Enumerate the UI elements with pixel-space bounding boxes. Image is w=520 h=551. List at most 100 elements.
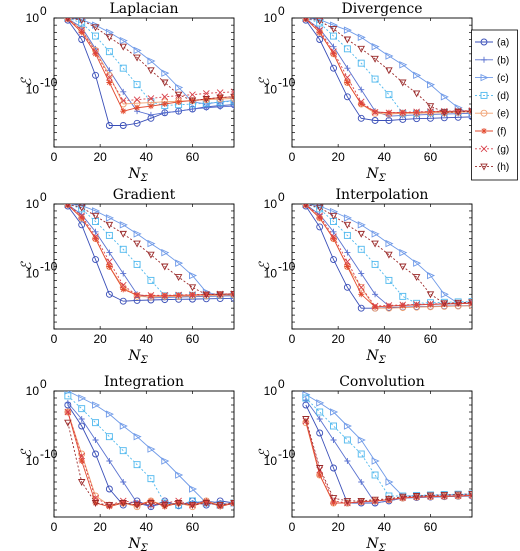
data-point [385, 52, 394, 60]
x-tick-label: 0 [289, 150, 296, 164]
x-tick-label: 20 [331, 520, 345, 534]
data-point [65, 18, 70, 22]
data-point [454, 108, 462, 116]
y-tick-exponent: 0 [40, 190, 47, 204]
data-point [106, 249, 113, 256]
data-point [440, 109, 449, 117]
data-point [161, 101, 168, 107]
data-point [440, 107, 448, 115]
data-point [161, 292, 169, 299]
data-point [134, 104, 141, 111]
data-point [77, 204, 86, 212]
data-point [106, 263, 113, 270]
data-point [92, 71, 99, 79]
data-point [119, 230, 127, 238]
data-point [343, 26, 352, 34]
series [64, 18, 234, 118]
data-point [78, 214, 85, 221]
data-point [372, 291, 379, 298]
data-point [344, 258, 351, 265]
data-point [316, 205, 324, 213]
x-tick-label: 60 [424, 150, 438, 164]
series [302, 391, 472, 500]
data-point [329, 25, 338, 33]
x-axis-label: NΣ [127, 348, 148, 366]
data-point [468, 108, 472, 116]
data-point [161, 502, 169, 510]
data-point [316, 223, 324, 231]
y-tick-exponent: -10 [40, 76, 58, 90]
data-point [174, 500, 183, 507]
series-line [67, 18, 234, 102]
data-point [385, 67, 393, 75]
data-point [330, 48, 337, 55]
x-axis-label-subscript: Σ [378, 355, 387, 366]
data-point [371, 496, 379, 504]
legend-marker [480, 145, 488, 153]
data-point [175, 259, 184, 267]
data-point [92, 500, 99, 506]
data-point [92, 450, 99, 458]
legend-marker [481, 56, 487, 63]
data-point [189, 271, 198, 280]
data-point [78, 212, 86, 220]
data-point [189, 291, 196, 298]
legend-label: (f) [497, 127, 506, 138]
data-point [64, 419, 72, 427]
y-tick-label: 10 [26, 454, 40, 468]
data-point [189, 485, 198, 493]
data-point [468, 302, 472, 310]
data-point [371, 240, 379, 248]
data-point [454, 299, 462, 307]
data-point [330, 408, 339, 416]
series-line [305, 19, 472, 121]
legend-item: (f) [475, 127, 506, 138]
data-point [330, 228, 337, 235]
data-point [344, 263, 351, 270]
series [64, 204, 234, 301]
y-tick-label: 10 [26, 197, 40, 211]
data-point [315, 465, 324, 472]
series [64, 401, 234, 511]
x-axis-label-main: N [365, 166, 379, 182]
plot-frame [291, 17, 473, 148]
data-point [133, 432, 142, 441]
data-point [92, 233, 99, 240]
data-point [302, 18, 310, 23]
series [64, 409, 234, 510]
y-tick-label: 10 [26, 266, 40, 280]
y-tick-label: 10 [26, 83, 40, 97]
data-point [302, 204, 310, 208]
data-point [399, 292, 407, 300]
data-point [316, 26, 324, 34]
y-tick-label: 10 [26, 11, 40, 25]
data-point [358, 291, 365, 298]
x-tick-label: 20 [93, 150, 107, 164]
x-tick-label: 0 [51, 520, 58, 534]
x-axis-label-main: N [127, 536, 141, 551]
y-tick-label: 10 [264, 83, 278, 97]
data-point [357, 436, 366, 444]
data-point [216, 291, 224, 299]
data-point [161, 503, 168, 510]
series [303, 204, 472, 308]
data-point [230, 291, 234, 298]
x-axis-label: NΣ [365, 536, 386, 551]
y-tick-label: 10 [264, 454, 278, 468]
data-point [133, 119, 141, 127]
data-point [358, 479, 365, 485]
legend-label: (d) [497, 91, 509, 102]
y-tick-label: 10 [264, 11, 278, 25]
data-point [330, 64, 337, 72]
data-point [119, 447, 127, 455]
data-point [175, 500, 182, 506]
data-point [188, 502, 197, 510]
data-point [372, 303, 379, 310]
data-point [357, 33, 366, 42]
series [64, 18, 234, 115]
data-point [216, 502, 224, 510]
data-point [330, 43, 337, 50]
data-point [202, 499, 210, 507]
